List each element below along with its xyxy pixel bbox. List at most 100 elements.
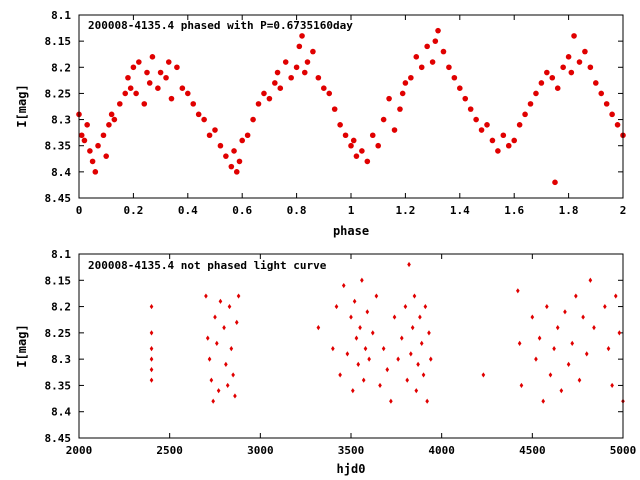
phased-data-point: [603, 101, 610, 107]
unphased-data-point: [519, 382, 524, 389]
unphased-data-point: [412, 293, 417, 299]
phased-data-point: [266, 95, 273, 102]
phased-data-point: [136, 59, 142, 65]
unphased-x-tick-label: 4000: [428, 444, 455, 457]
unphased-data-point: [378, 382, 382, 389]
phased-data-point: [84, 122, 90, 128]
unphased-data-point: [334, 303, 339, 310]
unphased-data-points: [149, 261, 625, 404]
phased-data-point: [598, 90, 605, 97]
unphased-data-point: [358, 325, 362, 331]
unphased-data-point: [234, 319, 239, 325]
unphased-data-point: [229, 346, 234, 352]
unphased-data-point: [389, 398, 393, 404]
phased-data-point: [141, 101, 148, 107]
phased-data-point: [353, 153, 360, 159]
phased-x-tick-label: 2: [620, 204, 627, 217]
unphased-data-point: [213, 314, 217, 320]
unphased-data-point: [349, 314, 353, 320]
phased-data-point: [375, 142, 382, 149]
phased-data-point: [272, 80, 278, 86]
unphased-x-tick-label: 4500: [519, 444, 546, 457]
unphased-data-point: [405, 377, 410, 383]
phased-x-tick-label: 0.6: [232, 204, 252, 217]
phased-data-point: [95, 142, 101, 149]
phased-y-tick-label: 8.35: [45, 140, 72, 153]
unphased-data-point: [481, 372, 486, 378]
phased-data-point: [299, 33, 305, 39]
unphased-data-point: [410, 325, 415, 331]
unphased-data-point: [352, 298, 357, 304]
unphased-light-curve-panel: 200008-4135.4 not phased light curve hjd…: [15, 248, 636, 476]
phased-data-point: [337, 122, 343, 128]
unphased-data-point: [552, 346, 556, 352]
unphased-data-point: [541, 398, 546, 404]
phased-data-point: [106, 122, 112, 128]
phased-x-tick-label: 1.8: [559, 204, 579, 217]
phased-x-tick-label: 0: [76, 204, 83, 217]
unphased-data-point: [211, 398, 216, 404]
unphased-y-tick-label: 8.4: [51, 406, 71, 419]
unphased-data-point: [363, 346, 368, 352]
phased-data-point: [185, 90, 191, 97]
phased-data-point: [168, 95, 175, 102]
phased-data-point: [350, 137, 357, 144]
unphased-data-point: [316, 325, 321, 331]
phased-data-point: [288, 74, 294, 81]
phased-data-point: [380, 116, 387, 123]
phased-data-point: [255, 101, 262, 107]
phased-data-point: [402, 80, 409, 86]
unphased-data-point: [370, 330, 375, 336]
phased-data-point: [484, 122, 490, 128]
phased-data-point: [342, 132, 349, 139]
phased-data-point: [301, 69, 308, 76]
unphased-data-point: [610, 382, 614, 389]
phased-x-tick-label: 1.6: [504, 204, 524, 217]
phased-data-point: [157, 69, 164, 76]
unphased-data-point: [149, 303, 154, 310]
phased-x-tick-label: 1: [348, 204, 355, 217]
unphased-x-tick-label: 5000: [610, 444, 637, 457]
phased-data-point: [217, 142, 224, 149]
unphased-data-point: [592, 325, 596, 331]
unphased-data-point: [356, 361, 361, 367]
phased-data-point: [440, 48, 447, 55]
unphased-data-point: [233, 393, 237, 399]
unphased-data-point: [381, 346, 386, 352]
unphased-data-point: [423, 303, 428, 310]
phased-data-point: [296, 43, 303, 50]
unphased-data-point: [345, 351, 350, 357]
phased-y-tick-label: 8.1: [51, 9, 71, 22]
phased-data-point: [571, 33, 577, 39]
unphased-data-point: [149, 356, 154, 362]
unphased-y-tick-label: 8.35: [45, 379, 72, 392]
unphased-x-tick-label: 3500: [338, 444, 365, 457]
phased-data-point: [228, 163, 235, 170]
unphased-data-point: [425, 398, 429, 404]
unphased-data-point: [428, 356, 433, 362]
unphased-data-point: [570, 340, 575, 346]
phased-data-point: [165, 59, 172, 65]
unphased-data-point: [407, 261, 411, 268]
phased-data-point: [231, 148, 237, 154]
phased-y-tick-label: 8.2: [51, 61, 71, 74]
phased-data-point: [582, 48, 588, 55]
phased-data-point: [100, 132, 107, 139]
phased-data-point: [587, 64, 594, 71]
phased-data-point: [130, 64, 137, 71]
phased-data-point: [391, 127, 398, 133]
phased-data-point: [500, 132, 507, 139]
unphased-x-tick-label: 3000: [247, 444, 274, 457]
phased-x-axis-label: phase: [333, 224, 369, 238]
phased-data-point: [111, 116, 118, 123]
unphased-data-point: [216, 388, 221, 394]
unphased-data-point: [421, 372, 426, 378]
phased-data-point: [369, 132, 376, 139]
unphased-data-point: [214, 340, 219, 346]
unphased-y-tick-label: 8.45: [45, 432, 72, 445]
phased-data-point: [560, 64, 566, 71]
unphased-plot-title: 200008-4135.4 not phased light curve: [88, 259, 327, 272]
phased-data-point: [359, 148, 365, 154]
unphased-data-point: [517, 340, 522, 346]
